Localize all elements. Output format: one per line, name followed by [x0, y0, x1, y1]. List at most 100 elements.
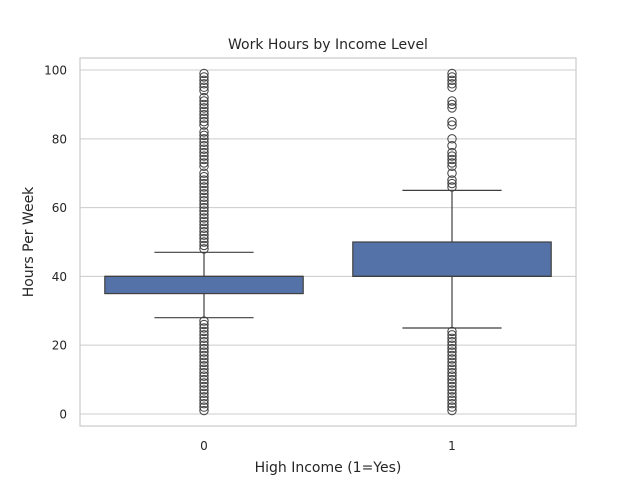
outlier-point — [199, 392, 209, 402]
outlier-point — [199, 92, 209, 103]
outlier-point — [447, 350, 457, 361]
outlier-point — [447, 120, 457, 130]
plot-frame — [79, 57, 577, 427]
outlier-point — [199, 357, 209, 368]
y-tick-label: 40 — [52, 270, 67, 284]
outlier-point — [199, 343, 209, 354]
box-group-1 — [352, 68, 552, 416]
outlier-point — [199, 364, 209, 374]
outlier-point — [447, 333, 457, 343]
outlier-point — [199, 337, 209, 347]
outlier-point — [199, 405, 209, 416]
outlier-point — [447, 82, 457, 92]
outlier-point — [199, 350, 209, 361]
outlier-point — [199, 192, 209, 202]
outlier-point — [199, 72, 209, 82]
outlier-point — [447, 151, 457, 161]
outlier-point — [199, 130, 209, 141]
y-tick-label: 0 — [59, 407, 67, 421]
box-group-0 — [104, 68, 304, 416]
outlier-point — [447, 168, 457, 178]
outlier-point — [447, 103, 457, 113]
outlier-point — [199, 154, 209, 165]
outlier-point — [447, 385, 457, 395]
outlier-point — [199, 395, 209, 405]
outlier-point — [447, 182, 457, 192]
outlier-point — [199, 381, 209, 392]
outlier-point — [199, 185, 209, 196]
y-tick-label: 100 — [44, 64, 67, 78]
outlier-point — [447, 116, 457, 127]
y-tick-label: 60 — [52, 201, 67, 215]
outlier-point — [447, 141, 457, 151]
outlier-point — [447, 154, 457, 165]
outlier-point — [199, 96, 209, 106]
outlier-point — [447, 381, 457, 392]
outlier-point — [447, 99, 457, 110]
outlier-point — [199, 240, 209, 251]
outlier-point — [199, 333, 209, 343]
outlier-point — [199, 244, 209, 254]
outlier-point — [199, 178, 209, 189]
outlier-point — [447, 361, 457, 371]
outlier-point — [199, 196, 209, 206]
outlier-point — [447, 340, 457, 350]
outlier-point — [447, 378, 457, 388]
outlier-point — [199, 361, 209, 371]
outlier-point — [447, 326, 457, 337]
outlier-point — [199, 340, 209, 350]
outlier-point — [447, 343, 457, 354]
outlier-point — [447, 337, 457, 347]
outlier-point — [199, 168, 209, 178]
outlier-point — [199, 75, 209, 86]
outlier-point — [199, 213, 209, 223]
outlier-point — [199, 223, 209, 233]
outlier-point — [199, 385, 209, 395]
outlier-point — [199, 151, 209, 161]
iqr-box — [104, 275, 304, 295]
outlier-point — [447, 161, 457, 172]
x-tick-label: 1 — [448, 439, 456, 453]
outlier-point — [199, 347, 209, 357]
outlier-point — [447, 357, 457, 368]
outlier-point — [199, 233, 209, 244]
chart-title: Work Hours by Income Level — [228, 37, 428, 53]
y-axis-label: Hours Per Week — [21, 186, 37, 297]
outlier-point — [447, 388, 457, 399]
outlier-point — [199, 378, 209, 388]
outlier-point — [447, 147, 457, 158]
outlier-point — [447, 364, 457, 374]
outlier-point — [447, 68, 457, 79]
tick-labels: 0 20 40 60 80 100 0 1 — [44, 64, 456, 453]
outlier-point — [199, 199, 209, 209]
outlier-point — [447, 402, 457, 412]
iqr-box — [352, 241, 552, 277]
outlier-point — [199, 106, 209, 117]
outlier-point — [199, 161, 209, 172]
outlier-point — [447, 72, 457, 82]
outlier-point — [199, 103, 209, 113]
outlier-point — [447, 398, 457, 409]
x-axis-label: High Income (1=Yes) — [255, 460, 402, 476]
outlier-point — [199, 116, 209, 127]
outlier-point — [199, 209, 209, 220]
outlier-point — [447, 392, 457, 402]
y-tick-label: 80 — [52, 132, 67, 146]
outlier-point — [199, 120, 209, 130]
outlier-point — [199, 127, 209, 137]
outlier-point — [447, 371, 457, 381]
outlier-point — [447, 354, 457, 364]
outlier-point — [447, 367, 457, 378]
outlier-point — [447, 79, 457, 89]
outlier-point — [199, 147, 209, 158]
outlier-point — [199, 367, 209, 378]
outlier-point — [447, 405, 457, 416]
outlier-point — [199, 330, 209, 340]
outlier-point — [199, 316, 209, 326]
outlier-point — [199, 230, 209, 240]
outlier-point — [447, 347, 457, 357]
outlier-point — [199, 226, 209, 237]
outlier-point — [199, 323, 209, 333]
outlier-point — [447, 178, 457, 189]
